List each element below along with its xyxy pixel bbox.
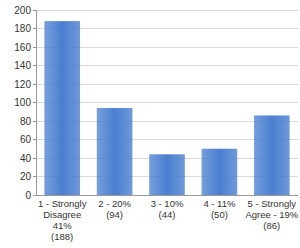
x-tick-label: 1 - StronglyDisagree41%(188) [38,198,87,242]
y-tick-label: 20 [20,171,32,182]
bar [254,115,290,195]
y-tick-label: 80 [20,116,32,127]
bar [44,21,80,195]
y-tick-label: 140 [14,60,31,71]
y-tick-label: 40 [20,153,32,164]
bar [97,108,133,195]
x-tick-label: 2 - 20%(94) [98,198,131,220]
x-tick-label: 4 - 11%(50) [203,198,236,220]
grid-line [36,10,298,11]
y-tick-label: 0 [25,190,31,201]
bars [44,21,289,195]
y-tick-label: 60 [20,134,32,145]
y-tick-label: 160 [14,42,31,53]
bar [202,149,238,195]
y-tick-label: 200 [14,5,31,16]
chart: 0 20 40 60 80 100 120 140 160 180 200 1 - StronglyD… [0,0,300,248]
y-axis [36,10,37,195]
bar [149,154,185,195]
x-tick-label: 5 - StronglyAgree - 19%(86) [245,198,298,231]
chart-container: 0 20 40 60 80 100 120 140 160 180 200 1 - StronglyD… [0,0,300,248]
x-tick-label: 3 - 10%(44) [151,198,184,220]
y-tick-label: 120 [14,79,31,90]
y-tick-label: 180 [14,23,31,34]
y-tick-label: 100 [14,97,31,108]
